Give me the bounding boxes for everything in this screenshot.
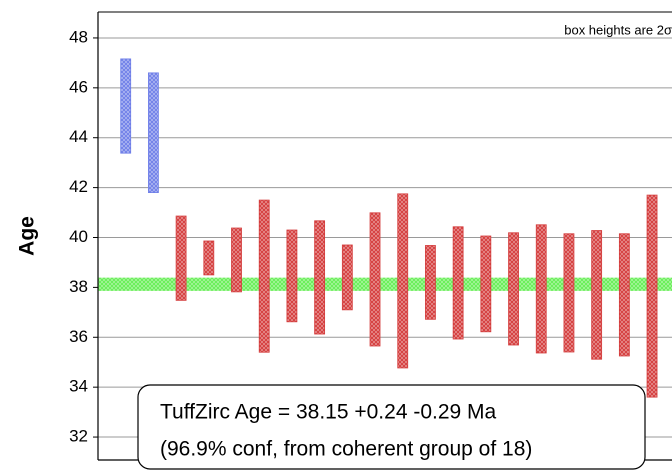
error-box bbox=[425, 245, 436, 320]
y-tick-label: 32 bbox=[69, 427, 88, 446]
error-box bbox=[508, 232, 519, 346]
error-box bbox=[286, 229, 298, 323]
annotation-line: (96.9% conf, from coherent group of 18) bbox=[160, 438, 532, 461]
error-box bbox=[618, 233, 630, 357]
error-box bbox=[231, 227, 242, 293]
error-box bbox=[563, 233, 575, 353]
y-axis-label: Age bbox=[16, 216, 39, 256]
y-tick-label: 48 bbox=[69, 27, 88, 46]
annotation-line: TuffZirc Age = 38.15 +0.24 -0.29 Ma bbox=[160, 401, 497, 424]
y-tick-label: 38 bbox=[69, 277, 88, 296]
error-box bbox=[258, 199, 270, 353]
error-box bbox=[314, 220, 326, 335]
error-box bbox=[480, 235, 492, 333]
error-box bbox=[646, 194, 658, 398]
y-tick-label: 36 bbox=[69, 327, 88, 346]
error-box bbox=[175, 215, 187, 301]
error-box bbox=[591, 230, 603, 360]
error-box bbox=[341, 244, 353, 311]
y-tick-label: 44 bbox=[69, 127, 88, 146]
annotation-box bbox=[137, 384, 646, 470]
error-box bbox=[452, 226, 464, 340]
error-box bbox=[535, 224, 547, 354]
note: box heights are 2σ bbox=[564, 22, 672, 37]
error-box bbox=[148, 72, 159, 193]
y-tick-label: 46 bbox=[69, 77, 88, 96]
y-tick-label: 42 bbox=[69, 177, 88, 196]
error-box bbox=[397, 193, 409, 369]
error-box bbox=[120, 58, 132, 154]
y-tick-label: 34 bbox=[69, 377, 88, 396]
error-box bbox=[203, 240, 215, 276]
y-tick-label: 40 bbox=[69, 227, 88, 246]
error-box bbox=[369, 212, 381, 347]
